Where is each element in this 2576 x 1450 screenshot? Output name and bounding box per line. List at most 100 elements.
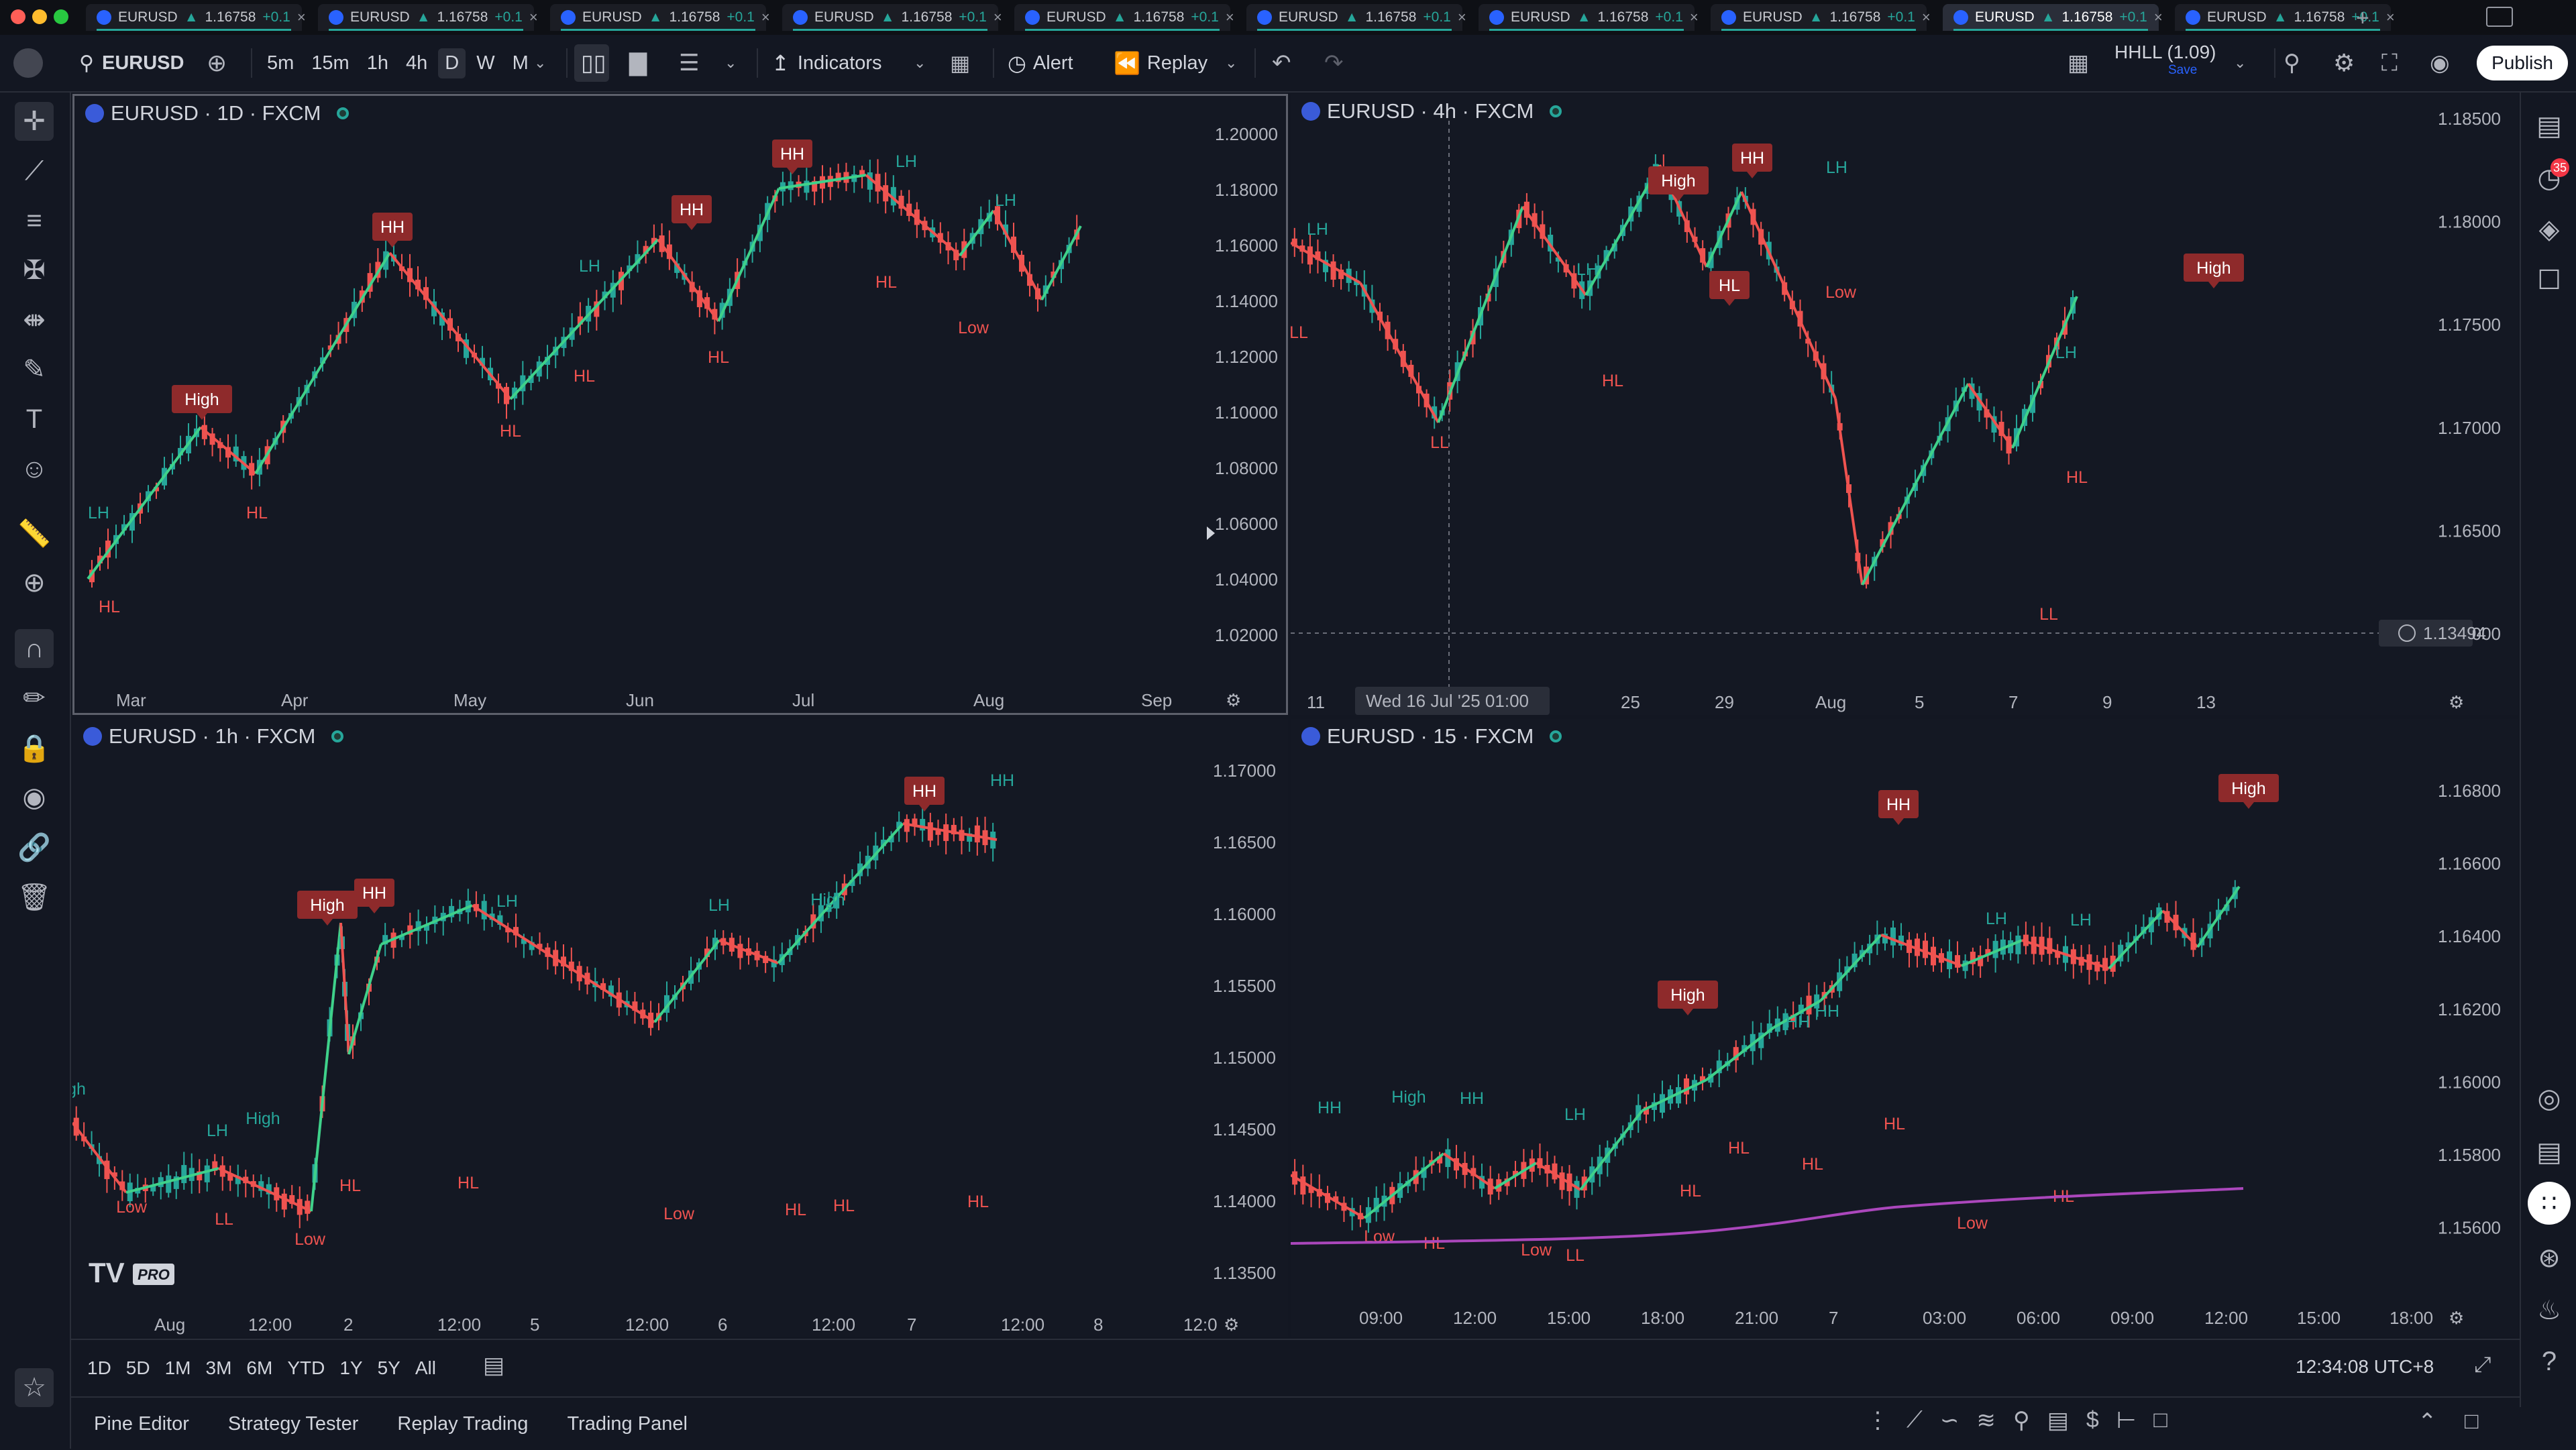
panel-tab[interactable]: Trading Panel [567, 1412, 688, 1435]
chart-canvas[interactable]: 1.17000 1.16500 1.16000 1.15500 1.15000 1.145… [72, 719, 1288, 1337]
browser-tab[interactable]: EURUSD ▲ 1.16758 +0.1 × [1014, 4, 1234, 31]
redo-icon[interactable]: ↷ [1324, 50, 1344, 76]
layout-name-button[interactable]: HHLL (1.09) Save [2114, 42, 2216, 85]
window-minimize-button[interactable] [32, 9, 47, 24]
watchlist-icon[interactable]: ▤ [2536, 111, 2562, 141]
indicators-dropdown-icon[interactable]: ⌄ [914, 54, 926, 71]
pane-title[interactable]: EURUSD · 15 · FXCM [1301, 724, 1562, 748]
chart-pane-daily[interactable]: EURUSD · 1D · FXCM 1.20000 1.18000 1.16000… [72, 94, 1288, 715]
chart-canvas[interactable]: 1.16800 1.16600 1.16400 1.16200 1.16000 1.158… [1291, 719, 2518, 1337]
avatar[interactable] [13, 48, 43, 78]
interval-M[interactable]: M [512, 52, 529, 74]
pitchfork-icon[interactable]: ⚲ [2012, 1408, 2030, 1433]
maximize-panel-icon[interactable]: ⤢ [2474, 1352, 2491, 1376]
templates-icon[interactable]: ▦ [950, 51, 971, 75]
fib-retracement-icon[interactable]: ≡ [26, 205, 42, 235]
window-zoom-button[interactable] [54, 9, 68, 24]
target-icon[interactable]: ◎ [2537, 1084, 2561, 1113]
tab-close-icon[interactable]: × [297, 9, 306, 25]
ruler-icon[interactable]: 📏 [17, 518, 51, 549]
chart-pane-4h[interactable]: EURUSD · 4h · FXCM 1.18500 1.18000 1.17500… [1291, 94, 2518, 715]
compare-symbol-icon[interactable]: ⊕ [207, 49, 227, 76]
apps-grid-icon[interactable]: ∷ [2528, 1182, 2571, 1225]
panel-tab[interactable]: Replay Trading [397, 1412, 529, 1435]
pane-title[interactable]: EURUSD · 1D · FXCM [85, 101, 350, 125]
tab-close-icon[interactable]: × [1689, 9, 1699, 25]
text-icon[interactable]: T [25, 404, 43, 434]
browser-tab[interactable]: EURUSD ▲ 1.16758 +0.1 × [1246, 4, 1466, 31]
chart-type-icon[interactable]: ☰ [679, 50, 700, 76]
range-All[interactable]: All [415, 1357, 436, 1378]
tab-close-icon[interactable]: × [1921, 9, 1931, 25]
goto-date-icon[interactable]: ▤ [483, 1353, 505, 1378]
range-YTD[interactable]: YTD [287, 1357, 325, 1378]
candle-style-active[interactable] [574, 44, 609, 82]
publish-button[interactable]: Publish [2477, 46, 2568, 80]
panel-window-icon[interactable]: □ [2465, 1408, 2479, 1434]
chart-type-dropdown-icon[interactable]: ⌄ [724, 54, 737, 71]
replay-dropdown-icon[interactable]: ⌄ [1225, 54, 1238, 71]
range-1M[interactable]: 1M [164, 1357, 191, 1378]
tab-close-icon[interactable]: × [2153, 9, 2163, 25]
chart-pane-15m[interactable]: EURUSD · 15 · FXCM 1.16800 1.16600 1.16400… [1291, 719, 2518, 1337]
interval-5m[interactable]: 5m [267, 52, 294, 74]
emoji-icon[interactable]: ☺ [20, 453, 48, 484]
panel-tab[interactable]: Strategy Tester [227, 1412, 359, 1435]
range-5Y[interactable]: 5Y [377, 1357, 400, 1378]
zoom-in-icon[interactable]: ⊕ [23, 568, 46, 598]
symbol-search-button[interactable]: ⚲ EURUSD [79, 35, 184, 91]
sidebar-toggle-icon[interactable] [2486, 7, 2513, 27]
new-tab-icon[interactable]: + [2356, 5, 2369, 31]
tab-close-icon[interactable]: × [1225, 9, 1234, 25]
settings-gear-icon[interactable]: ⚙ [2333, 49, 2355, 76]
panel-tab[interactable]: Pine Editor [94, 1412, 189, 1435]
tab-close-icon[interactable]: × [993, 9, 1002, 25]
calendar-icon[interactable]: ▤ [2536, 1137, 2562, 1167]
crosshair-icon[interactable]: ✛ [15, 102, 54, 141]
tab-close-icon[interactable]: × [2385, 9, 2395, 25]
clock-timezone[interactable]: 12:34:08 UTC+8 [2296, 1356, 2434, 1377]
pane-title[interactable]: EURUSD · 4h · FXCM [1301, 99, 1562, 123]
candles-icon[interactable]: ▯▯ [581, 50, 606, 76]
interval-dropdown-icon[interactable]: ⌄ [534, 54, 547, 71]
magnet-icon[interactable]: ∩ [15, 629, 54, 668]
interval-1h[interactable]: 1h [366, 52, 388, 74]
curve-tool-icon[interactable]: ∽ [1939, 1408, 1960, 1433]
interval-D[interactable]: D [438, 48, 466, 78]
range-3M[interactable]: 3M [205, 1357, 232, 1378]
bars-style-icon[interactable]: ▇ [629, 50, 647, 76]
browser-tab[interactable]: EURUSD ▲ 1.16758 +0.1 × [1943, 4, 2163, 31]
tab-close-icon[interactable]: × [529, 9, 538, 25]
quick-search-icon[interactable]: ⚲ [2284, 50, 2300, 76]
bell-icon[interactable]: ♨ [2537, 1296, 2561, 1325]
camera-snapshot-icon[interactable]: ◉ [2430, 50, 2450, 76]
indicators-button[interactable]: ↥ Indicators [771, 35, 882, 91]
lock-icon[interactable]: 🔒 [17, 733, 51, 763]
collapse-panel-icon[interactable]: ⌃ [2418, 1409, 2437, 1435]
browser-tab[interactable]: EURUSD ▲ 1.16758 +0.1 × [1479, 4, 1699, 31]
browser-tab[interactable]: EURUSD ▲ 1.16758 +0.1 × [1711, 4, 1931, 31]
fullscreen-icon[interactable]: ⛶ [2381, 50, 2398, 76]
drag-handle-icon[interactable]: ⋮ [1866, 1408, 1889, 1433]
chat-icon[interactable]: ☐ [2537, 266, 2561, 295]
interval-15m[interactable]: 15m [311, 52, 350, 74]
layout-grid-icon[interactable]: ▦ [2068, 50, 2090, 76]
path-tool-icon[interactable]: ≋ [1976, 1408, 1996, 1433]
rss-feed-icon[interactable]: ⊛ [2538, 1243, 2561, 1273]
forecast-icon[interactable]: ⇼ [23, 305, 46, 335]
brush-icon[interactable]: ✎ [23, 355, 46, 384]
range-6M[interactable]: 6M [246, 1357, 273, 1378]
link-icon[interactable]: 🔗 [17, 832, 51, 862]
window-close-button[interactable] [11, 9, 25, 24]
replay-button[interactable]: ⏪ Replay [1114, 35, 1208, 91]
layout-dropdown-icon[interactable]: ⌄ [2234, 54, 2247, 71]
browser-tab[interactable]: EURUSD ▲ 1.16758 +0.1 × [318, 4, 538, 31]
trash-icon[interactable]: 🗑 [17, 882, 52, 912]
note-icon[interactable]: ▤ [2047, 1408, 2069, 1433]
chart-canvas[interactable]: 1.185001.180001.175001.170001.165001.160… [1291, 94, 2518, 715]
interval-W[interactable]: W [476, 52, 495, 74]
favorites-star-icon[interactable]: ☆ [15, 1368, 54, 1407]
browser-tab[interactable]: EURUSD ▲ 1.16758 +0.1 × [550, 4, 770, 31]
browser-tab[interactable]: EURUSD ▲ 1.16758 +0.1 × [2175, 4, 2395, 31]
browser-tab[interactable]: EURUSD ▲ 1.16758 +0.1 × [782, 4, 1002, 31]
